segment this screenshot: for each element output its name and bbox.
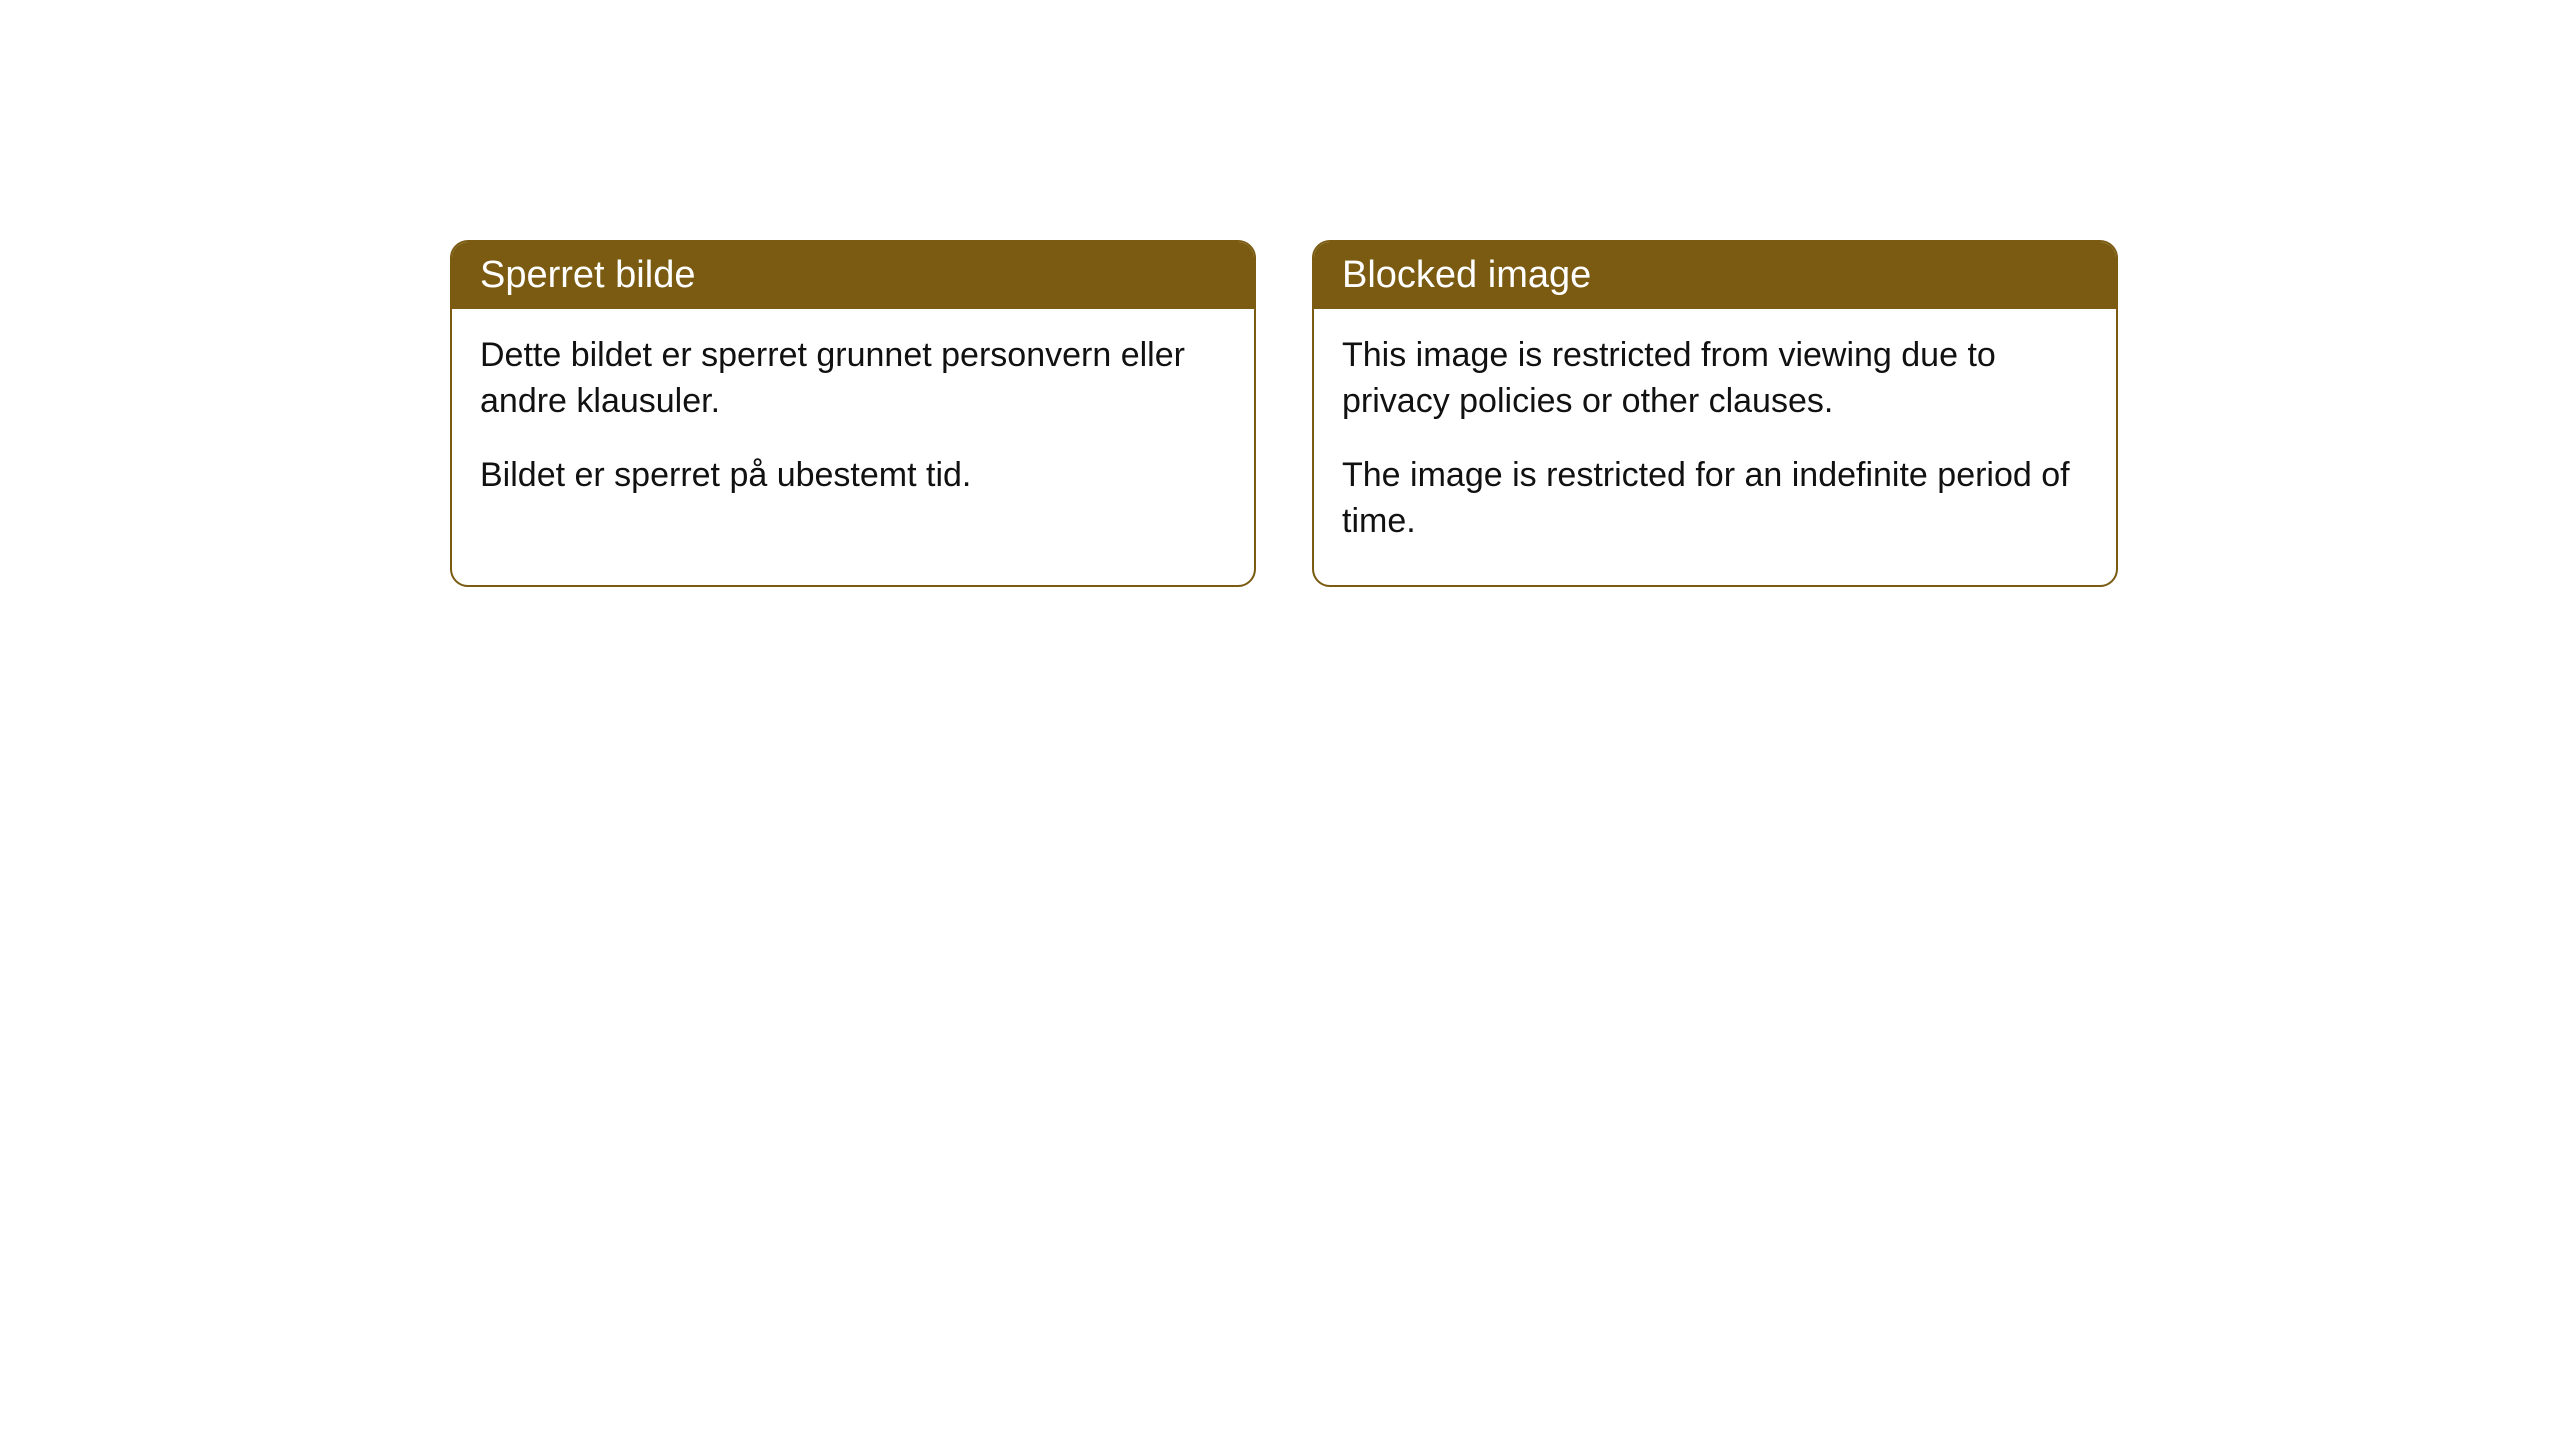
blocked-image-card-no: Sperret bilde Dette bildet er sperret gr… [450,240,1256,587]
notice-cards-container: Sperret bilde Dette bildet er sperret gr… [450,240,2118,587]
card-paragraph: Bildet er sperret på ubestemt tid. [480,453,1226,499]
card-body: Dette bildet er sperret grunnet personve… [452,309,1254,539]
card-paragraph: This image is restricted from viewing du… [1342,333,2088,425]
card-paragraph: Dette bildet er sperret grunnet personve… [480,333,1226,425]
card-header: Sperret bilde [452,242,1254,309]
card-body: This image is restricted from viewing du… [1314,309,2116,585]
blocked-image-card-en: Blocked image This image is restricted f… [1312,240,2118,587]
card-header: Blocked image [1314,242,2116,309]
card-paragraph: The image is restricted for an indefinit… [1342,453,2088,545]
